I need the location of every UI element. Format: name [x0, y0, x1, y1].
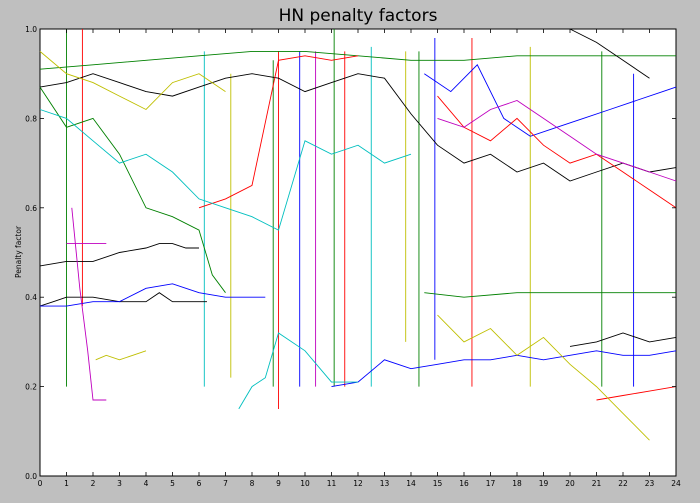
- x-tick-label-5: 5: [170, 479, 175, 488]
- y-axis: 0.0 0.2 0.4 0.6 0.8 1.0: [25, 25, 676, 481]
- series-line-8: [424, 292, 676, 298]
- y-tick-label-0.6: 0.6: [25, 204, 37, 213]
- x-tick-label-20: 20: [565, 479, 575, 488]
- series-line-5: [331, 350, 677, 388]
- x-tick-label-4: 4: [144, 479, 149, 488]
- series-layer: [39, 28, 677, 441]
- series-line-12: [198, 55, 359, 209]
- series-line-2: [39, 73, 677, 182]
- y-tick-label-0.8: 0.8: [25, 114, 37, 123]
- y-tick-label-1.0: 1.0: [25, 25, 37, 34]
- series-line-3: [569, 332, 677, 347]
- vertical-segments-layer: [66, 29, 635, 409]
- series-line-10: [437, 95, 677, 209]
- series-line-16: [71, 207, 107, 401]
- x-tick-label-21: 21: [592, 479, 602, 488]
- x-tick-label-23: 23: [645, 479, 655, 488]
- series-line-18: [95, 350, 147, 361]
- series-line-4: [40, 283, 266, 307]
- series-line-1: [39, 292, 207, 307]
- x-tick-label-3: 3: [117, 479, 122, 488]
- x-tick-label-6: 6: [197, 479, 202, 488]
- x-axis: 0 1 2 3 4 5 6 7 8 9 10 11 12 13 14 15 16 17 18 19 20 21 22 23 24: [38, 29, 681, 488]
- x-tick-label-12: 12: [353, 479, 363, 488]
- x-tick-label-16: 16: [459, 479, 469, 488]
- series-line-19: [437, 314, 650, 441]
- series-line-13: [39, 109, 412, 231]
- x-tick-label-24: 24: [671, 479, 681, 488]
- x-tick-label-11: 11: [327, 479, 337, 488]
- y-tick-label-0.0: 0.0: [25, 472, 37, 481]
- chart-title: HN penalty factors: [279, 6, 438, 26]
- x-tick-label-19: 19: [539, 479, 549, 488]
- x-tick-label-14: 14: [406, 479, 416, 488]
- series-line-11: [596, 386, 677, 401]
- y-tick-label-0.2: 0.2: [25, 383, 37, 392]
- x-tick-label-18: 18: [512, 479, 522, 488]
- x-tick-label-7: 7: [223, 479, 228, 488]
- plot-area: [39, 28, 677, 477]
- x-tick-label-0: 0: [38, 479, 43, 488]
- series-line-17: [437, 100, 677, 182]
- y-tick-label-0.4: 0.4: [25, 293, 37, 302]
- series-line-20: [39, 51, 226, 111]
- x-tick-label-15: 15: [433, 479, 443, 488]
- x-tick-label-8: 8: [250, 479, 255, 488]
- series-line-21: [569, 28, 650, 79]
- series-line-0: [39, 243, 199, 267]
- series-line-14: [238, 332, 358, 410]
- series-line-7: [39, 86, 226, 293]
- x-tick-label-17: 17: [486, 479, 496, 488]
- x-tick-label-13: 13: [380, 479, 390, 488]
- x-tick-label-2: 2: [91, 479, 96, 488]
- y-axis-label: Penalty factor: [14, 225, 23, 278]
- x-tick-label-10: 10: [300, 479, 310, 488]
- x-tick-label-22: 22: [618, 479, 628, 488]
- x-tick-label-9: 9: [276, 479, 281, 488]
- x-tick-label-1: 1: [64, 479, 69, 488]
